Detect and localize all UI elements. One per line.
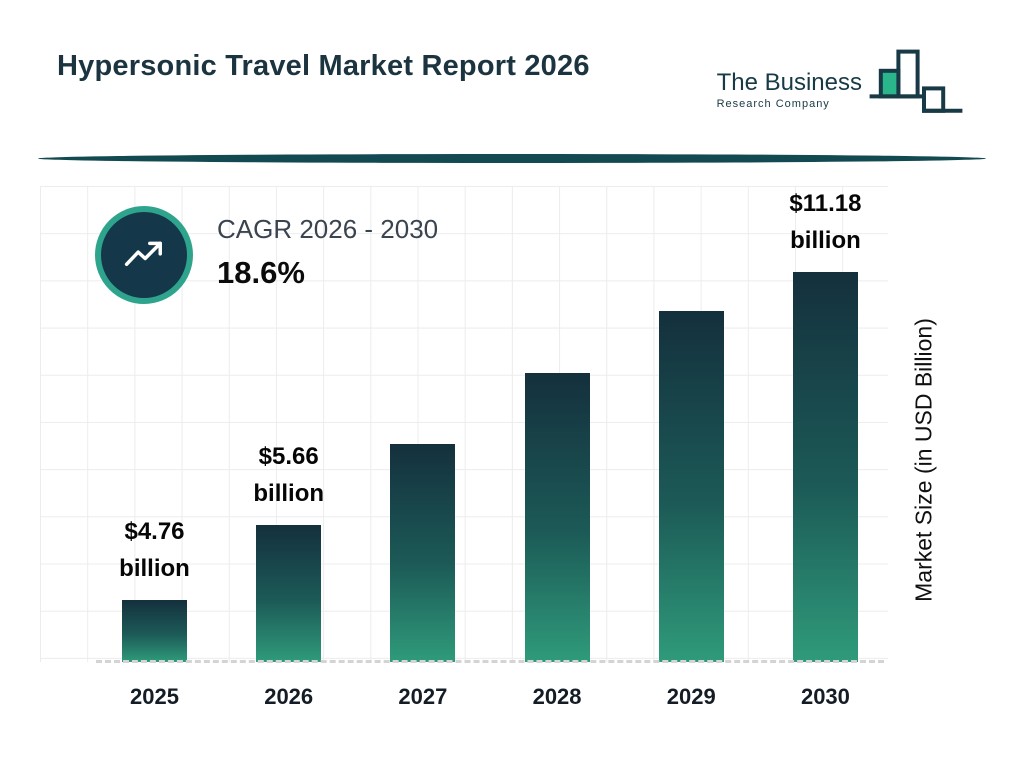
x-tick-2026: 2026 <box>264 684 314 709</box>
bar-value-label-2030: $11.18 billion <box>740 185 910 259</box>
divider <box>38 154 986 163</box>
bar-chart-logo-icon <box>869 49 963 113</box>
y-axis-title: Market Size (in USD Billion) <box>910 318 937 602</box>
bar-2026 <box>256 525 322 662</box>
bar-group-2025: $4.76 billion 2025 <box>119 513 190 709</box>
bar-value-label-line: $11.18 <box>789 190 862 217</box>
bar-value-label-2025: $4.76 billion <box>70 513 240 587</box>
x-tick-2025: 2025 <box>130 684 179 709</box>
x-tick-2030: 2030 <box>800 684 850 709</box>
bar-value-label-2026: $5.66 billion <box>204 438 374 512</box>
cagr-label: CAGR 2026 - 2030 <box>217 214 439 244</box>
bar-2025 <box>122 600 187 662</box>
bar-group-2028: 2028 <box>524 373 590 709</box>
page-title: Hypersonic Travel Market Report 2026 <box>57 50 590 82</box>
bar-group-2029: 2029 <box>658 311 724 709</box>
bar-value-label-line: billion <box>119 555 190 582</box>
bar-2029 <box>658 311 724 662</box>
company-logo: The Business Research Company <box>717 48 964 116</box>
bar-group-2026: $5.66 billion 2026 <box>253 438 324 709</box>
bar-value-label-line: $4.76 <box>124 518 185 545</box>
cagr-value: 18.6% <box>217 255 305 290</box>
bar-2027 <box>390 444 456 662</box>
bar-group-2027: 2027 <box>390 444 456 709</box>
x-tick-2027: 2027 <box>398 684 448 709</box>
logo-subname: Research Company <box>716 98 830 110</box>
logo-name: The Business <box>716 69 862 96</box>
cagr-callout: CAGR 2026 - 2030 18.6% <box>95 206 438 304</box>
bar-value-label-line: $5.66 <box>258 443 319 470</box>
bar-group-2030: $11.18 billion 2030 <box>789 185 861 709</box>
bar-value-label-line: billion <box>253 480 325 507</box>
bar-chart: $4.76 billion 2025 $5.66 billion 2026 2027 2028… <box>119 190 861 709</box>
x-tick-2029: 2029 <box>666 684 716 709</box>
x-axis-baseline <box>96 660 884 663</box>
trend-up-icon <box>95 206 193 304</box>
bar-value-label-line: billion <box>790 227 861 254</box>
logo-text: The Business Research Company <box>717 70 862 116</box>
bar-2028 <box>524 373 590 662</box>
bar-2030 <box>792 272 858 662</box>
cagr-text: CAGR 2026 - 2030 18.6% <box>217 206 438 291</box>
x-tick-2028: 2028 <box>532 684 582 709</box>
